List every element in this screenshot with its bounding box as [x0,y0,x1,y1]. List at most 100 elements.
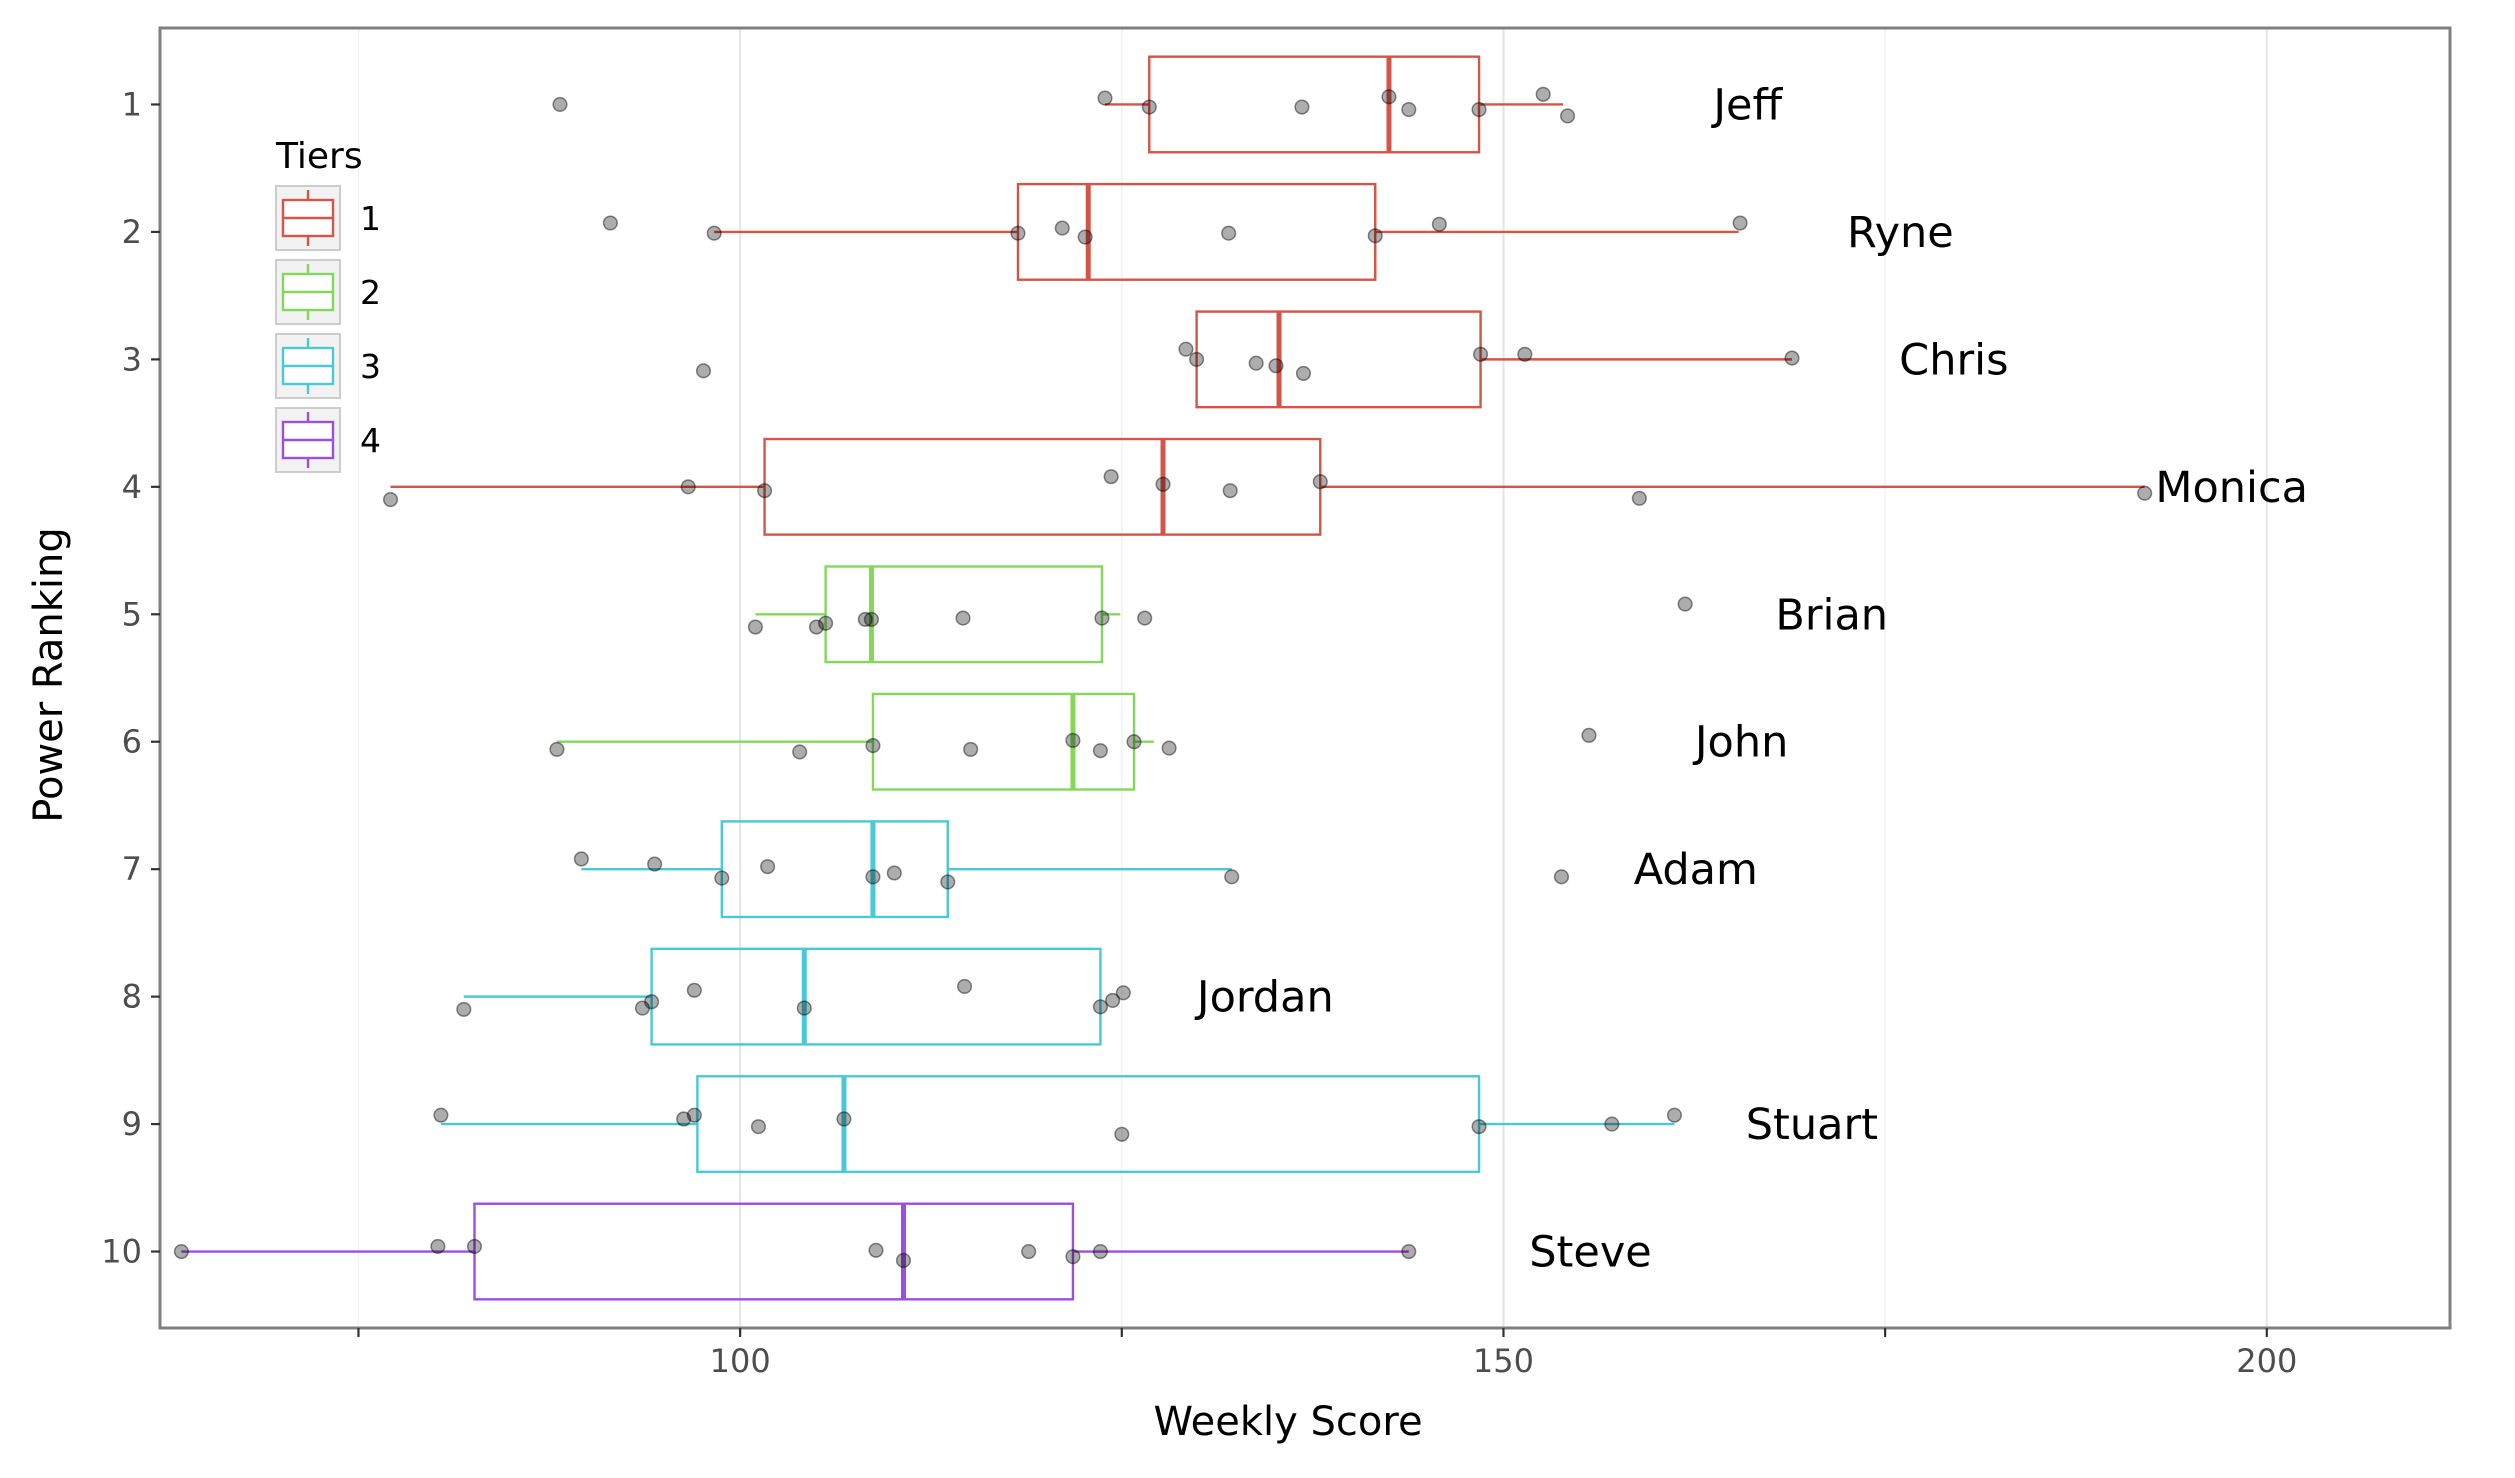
legend-item-tier-1[interactable]: 1 [275,185,381,251]
team-name-label: John [1692,718,1789,768]
team-name-label: Adam [1634,845,1758,895]
data-point [676,1111,692,1127]
iqr-box [473,1202,1075,1301]
box-monica [390,437,2145,536]
data-point [757,483,773,499]
data-point [1553,869,1570,885]
legend-item-tier-2[interactable]: 2 [275,259,381,325]
box-chris [1195,310,1793,409]
x-tick-label: 200 [2236,1342,2297,1380]
data-point [1431,216,1447,232]
y-tick-label: 2 [122,213,142,251]
box-jordan [463,947,1102,1046]
data-point [1294,99,1310,115]
y-tick-label: 5 [122,595,142,633]
data-point [963,741,979,757]
legend-item-tier-4[interactable]: 4 [275,407,381,473]
legend-label: 4 [360,421,381,460]
box-jeff [1105,55,1564,154]
data-point [760,859,776,875]
team-name-label: Jordan [1194,973,1334,1023]
box-stuart [440,1075,1675,1174]
data-point [647,856,663,872]
data-point [714,870,730,886]
iqr-box [824,565,1104,664]
data-point [602,215,618,231]
data-point [1401,1243,1417,1260]
data-point [1631,490,1647,506]
data-point [1517,346,1533,362]
team-name-label: Monica [2155,463,2308,513]
iqr-box [696,1075,1481,1174]
y-axis-title: Power Ranking [26,527,72,822]
team-name-label: Stuart [1746,1100,1878,1150]
data-point [792,744,808,760]
data-point [1248,355,1264,371]
data-point [1141,99,1157,115]
data-point [747,619,763,635]
data-point [1224,869,1240,885]
data-point [857,611,873,627]
data-point [955,610,971,626]
y-tick-label: 8 [122,978,142,1016]
data-point [382,492,399,508]
legend[interactable]: Tiers 1 2 3 4 [275,136,381,473]
data-point [1381,89,1397,105]
data-point [1367,228,1383,244]
data-point [1092,743,1108,759]
data-point [1094,610,1110,626]
axes: 100 150 200 1 2 3 4 5 6 7 8 9 10 [101,85,2297,1380]
plot-panel-border [158,26,2452,1330]
data-point [1222,483,1238,499]
team-name-label: Steve [1529,1228,1652,1278]
iqr-box [871,692,1136,791]
box-john [556,692,1154,791]
data-point [1092,1243,1108,1260]
data-point [1097,90,1113,106]
jitter-points [173,86,2153,1269]
iqr-box [650,947,1102,1046]
x-tick-label: 150 [1473,1342,1534,1380]
box-adam [581,820,1232,919]
data-point [173,1243,189,1260]
legend-item-tier-3[interactable]: 3 [275,333,381,399]
data-point [634,1000,650,1016]
legend-label: 1 [360,199,381,238]
data-point [1189,351,1205,367]
data-point [1560,108,1576,124]
data-point [552,96,568,113]
data-point [1115,985,1131,1001]
data-point [573,851,589,867]
data-point [1666,1107,1683,1123]
data-point [456,1001,472,1017]
data-point [1105,992,1121,1009]
data-point [1114,1126,1130,1142]
data-point [1065,732,1081,749]
data-point [549,741,565,757]
data-point [868,1242,884,1258]
legend-title: Tiers [275,136,363,177]
y-tick-label: 1 [122,85,142,123]
x-axis-title: Weekly Score [1153,1399,1422,1445]
data-point [1471,102,1487,118]
data-point [1065,1249,1081,1265]
data-point [1732,215,1748,231]
data-point [1054,220,1070,236]
box-brian [755,565,1121,664]
data-point [433,1107,449,1123]
legend-label: 3 [360,347,381,386]
iqr-box [1016,182,1377,281]
data-point [430,1238,446,1254]
data-point [1221,225,1237,241]
data-point [695,363,712,379]
x-tick-label: 100 [710,1342,771,1380]
data-point [1473,346,1489,362]
data-point [808,619,825,635]
box-layer [181,55,2145,1301]
data-point [1784,350,1800,366]
y-tick-label: 4 [122,468,142,506]
legend-label: 2 [360,273,381,312]
data-point [863,611,879,627]
y-tick-label: 3 [122,340,142,378]
